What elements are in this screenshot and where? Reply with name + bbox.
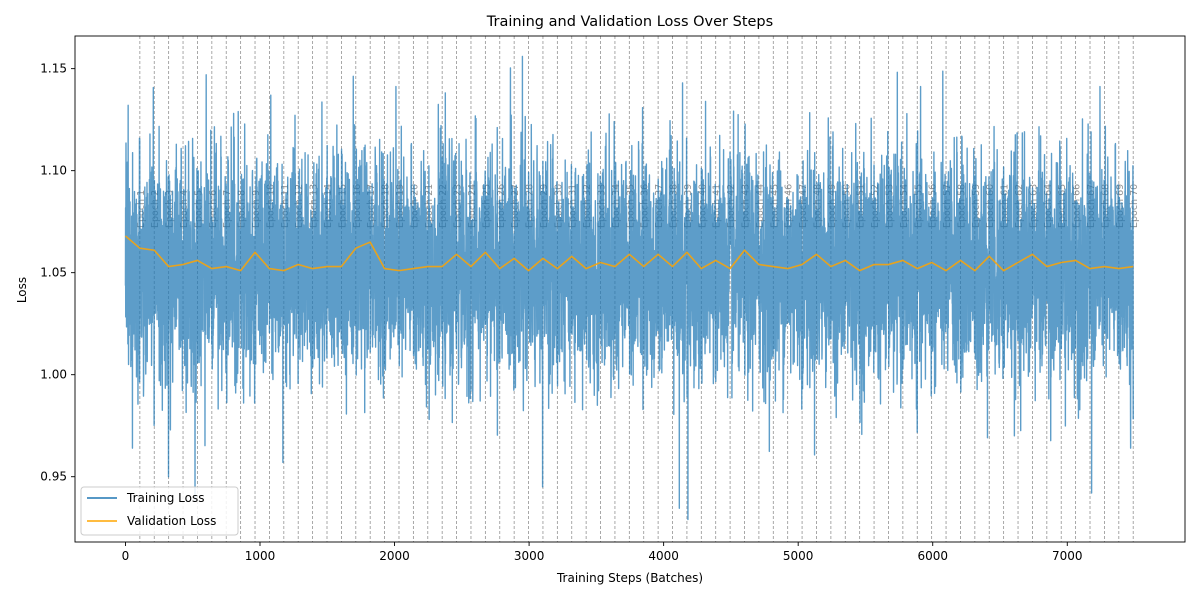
epoch-label: Epoch 23 xyxy=(453,184,464,228)
y-axis: 0.95 1.00 1.05 1.10 1.15 xyxy=(40,62,75,484)
plot-frame xyxy=(74,35,1186,543)
y-tick-label: 0.95 xyxy=(40,470,67,484)
training-loss-series xyxy=(124,55,1134,521)
epoch-label: Epoch 70 xyxy=(1129,184,1140,228)
x-tick-label: 3000 xyxy=(514,549,545,563)
epoch-label: Epoch 28 xyxy=(525,184,536,228)
y-axis-label: Loss xyxy=(15,277,29,303)
epoch-label: Epoch 62 xyxy=(1014,184,1025,228)
x-tick-label: 7000 xyxy=(1052,549,1083,563)
epoch-label: Epoch 6 xyxy=(208,190,219,228)
y-tick-label: 1.00 xyxy=(40,368,67,382)
epoch-label: Epoch 4 xyxy=(179,190,190,228)
epoch-label: Epoch 1 xyxy=(136,190,147,228)
epoch-label: Epoch 24 xyxy=(467,184,478,228)
x-tick-label: 6000 xyxy=(917,549,948,563)
training-loss-line xyxy=(124,55,1134,521)
y-tick-label: 1.05 xyxy=(40,266,67,280)
x-tick-label: 2000 xyxy=(379,549,410,563)
epoch-label: Epoch 34 xyxy=(611,184,622,228)
legend-box xyxy=(80,486,239,536)
y-tick-label: 1.15 xyxy=(40,62,67,76)
y-tick-label: 1.10 xyxy=(40,164,67,178)
chart-title: Training and Validation Loss Over Steps xyxy=(486,14,773,30)
validation-loss-series xyxy=(124,235,1134,272)
legend-label-validation: Validation Loss xyxy=(127,514,216,528)
x-tick-label: 1000 xyxy=(245,549,276,563)
epoch-label: Epoch 44 xyxy=(755,184,766,228)
epoch-label: Epoch 65 xyxy=(1057,184,1068,228)
x-tick-label: 0 xyxy=(122,549,130,563)
x-axis-label: Training Steps (Batches) xyxy=(556,571,703,585)
epoch-label: Epoch 46 xyxy=(784,184,795,228)
validation-loss-line xyxy=(124,235,1134,272)
x-tick-label: 5000 xyxy=(783,549,814,563)
epoch-label: Epoch 56 xyxy=(928,184,939,228)
epoch-label: Epoch 31 xyxy=(568,184,579,228)
epoch-label: Epoch 14 xyxy=(323,184,334,228)
epoch-label: Epoch 41 xyxy=(712,184,723,228)
epoch-label: Epoch 45 xyxy=(769,184,780,228)
legend-label-training: Training Loss xyxy=(126,491,204,505)
x-tick-label: 4000 xyxy=(648,549,679,563)
x-axis: 0 1000 2000 3000 4000 5000 6000 7000 xyxy=(122,542,1083,563)
legend: Training Loss Validation Loss xyxy=(80,486,239,536)
